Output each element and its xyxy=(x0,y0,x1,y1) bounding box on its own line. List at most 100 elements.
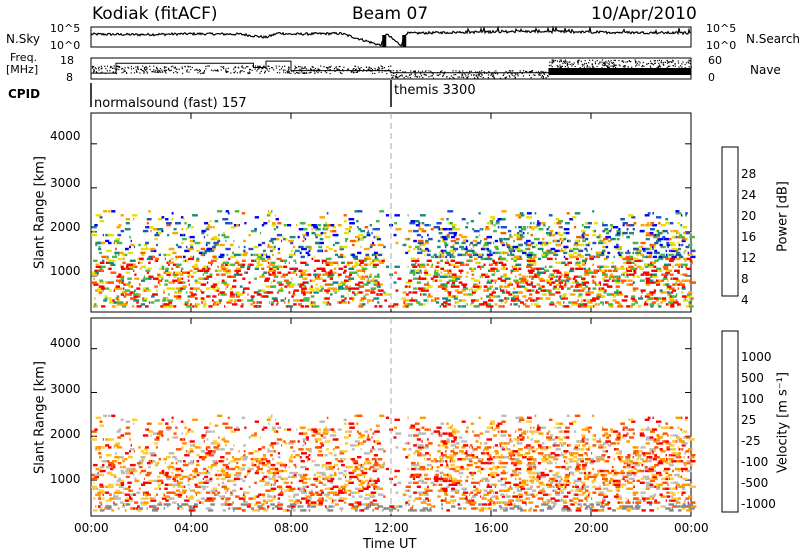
power-panel-scatter-cell xyxy=(376,285,381,288)
power-panel-scatter-cell xyxy=(642,255,648,259)
nave-point xyxy=(377,68,379,71)
power-panel-scatter-cell xyxy=(170,257,174,261)
nave-point xyxy=(366,66,368,68)
power-panel-scatter-cell xyxy=(665,222,670,225)
power-panel-scatter-cell xyxy=(146,267,152,270)
power-panel-scatter-cell xyxy=(309,291,312,294)
nave-point xyxy=(329,69,331,71)
power-panel-scatter-cell xyxy=(603,265,610,268)
power-panel-scatter-cell xyxy=(438,228,441,231)
power-panel-scatter-cell xyxy=(157,279,161,282)
velocity-panel-scatter-cell xyxy=(230,493,234,496)
nave-point xyxy=(543,71,545,73)
power-panel-scatter-cell xyxy=(465,245,468,249)
nave-point xyxy=(413,70,416,72)
power-panel-scatter-cell xyxy=(129,235,131,239)
power-panel-scatter-cell xyxy=(633,247,639,251)
velocity-panel-scatter-cell xyxy=(494,485,497,488)
power-panel-scatter-cell xyxy=(455,228,460,231)
power-panel-scatter-cell xyxy=(257,305,260,308)
velocity-panel-scatter-cell xyxy=(128,489,134,492)
power-panel-scatter-cell xyxy=(443,269,449,272)
nave-point xyxy=(358,70,360,72)
power-panel-scatter-cell xyxy=(402,291,407,294)
power-panel-scatter-cell xyxy=(675,293,678,296)
power-panel-scatter-cell xyxy=(199,297,202,300)
nave-point xyxy=(538,73,540,75)
power-panel-scatter-cell xyxy=(345,228,351,231)
power-panel-scatter-cell xyxy=(347,287,352,290)
power-panel-scatter-cell xyxy=(504,297,510,300)
power-panel-scatter-cell xyxy=(429,224,431,227)
velocity-panel-scatter-cell xyxy=(293,501,300,504)
power-panel-scatter-cell xyxy=(549,277,554,280)
power-panel-scatter-cell xyxy=(267,243,270,247)
power-panel-scatter-cell xyxy=(340,253,344,257)
power-panel-scatter-cell xyxy=(302,293,306,296)
velocity-panel-scatter-cell xyxy=(372,509,374,512)
velocity-panel-scatter-cell xyxy=(474,507,479,510)
nave-point xyxy=(280,68,283,70)
power-panel-scatter-cell xyxy=(500,241,505,245)
nave-point xyxy=(326,72,328,74)
power-panel-scatter-cell xyxy=(276,226,279,229)
nave-point xyxy=(635,62,637,64)
power-panel-scatter-cell xyxy=(122,291,127,294)
power-panel-scatter-cell xyxy=(327,263,334,266)
nave-point xyxy=(230,72,232,74)
nave-point xyxy=(142,65,144,67)
power-panel-scatter-cell xyxy=(530,259,536,262)
power-panel-scatter-cell xyxy=(591,275,597,278)
power-panel-scatter-cell xyxy=(209,295,211,298)
power-panel-scatter-cell xyxy=(527,243,531,247)
power-panel-scatter-cell xyxy=(447,295,453,298)
power-panel-scatter-cell xyxy=(248,281,251,284)
power-panel-scatter-cell xyxy=(498,261,504,264)
power-panel-scatter-cell xyxy=(277,271,282,274)
power-panel-scatter-cell xyxy=(559,249,565,253)
velocity-panel-scatter-cell xyxy=(302,485,309,488)
power-panel-scatter-cell xyxy=(307,273,312,276)
nave-point xyxy=(236,72,238,74)
velocity-panel-scatter-cell xyxy=(391,507,397,510)
velocity-panel-scatter-cell xyxy=(111,509,114,512)
power-panel-scatter-cell xyxy=(284,261,286,264)
power-panel-scatter-cell xyxy=(677,222,680,225)
power-panel-scatter-cell xyxy=(563,275,568,278)
power-panel-scatter-cell xyxy=(564,281,567,284)
nave-point xyxy=(370,67,373,69)
power-panel-scatter-cell xyxy=(234,301,236,304)
power-panel-scatter-cell xyxy=(148,257,153,261)
power-panel-scatter-cell xyxy=(440,283,442,286)
velocity-panel-scatter-cell xyxy=(649,509,655,512)
power-panel-scatter-cell xyxy=(657,229,660,233)
power-panel-scatter-cell xyxy=(678,283,685,286)
velocity-panel-scatter-cell xyxy=(248,485,251,488)
power-panel-scatter-cell xyxy=(667,245,669,249)
nave-point xyxy=(409,74,411,76)
velocity-panel-scatter-cell xyxy=(427,485,429,488)
power-panel-scatter-cell xyxy=(572,281,575,284)
power-panel-scatter-cell xyxy=(665,303,669,306)
velocity-panel-scatter-cell xyxy=(122,491,125,494)
velocity-panel-scatter-cell xyxy=(602,497,606,500)
power-panel-scatter-cell xyxy=(243,239,246,243)
power-panel-scatter-cell xyxy=(172,281,175,284)
velocity-panel-scatter-cell xyxy=(504,503,508,506)
power-panel-scatter-cell xyxy=(133,299,140,302)
power-panel-scatter-cell xyxy=(417,287,424,290)
power-panel-scatter-cell xyxy=(587,241,591,245)
velocity-panel-scatter-cell xyxy=(467,501,472,504)
velocity-panel-scatter-cell xyxy=(310,493,315,496)
power-panel-scatter-cell xyxy=(509,281,512,284)
power-panel-scatter-cell xyxy=(586,222,592,225)
power-panel-scatter-cell xyxy=(166,287,171,290)
power-panel-scatter-cell xyxy=(299,271,306,274)
velocity-panel-scatter-cell xyxy=(152,507,155,510)
power-panel-scatter-cell xyxy=(408,229,413,233)
power-panel-scatter-cell xyxy=(504,297,507,300)
power-panel-scatter-cell xyxy=(580,235,585,239)
power-panel-scatter-cell xyxy=(493,261,498,264)
power-panel-scatter-cell xyxy=(273,228,276,231)
velocity-panel-scatter-cell xyxy=(125,499,129,502)
